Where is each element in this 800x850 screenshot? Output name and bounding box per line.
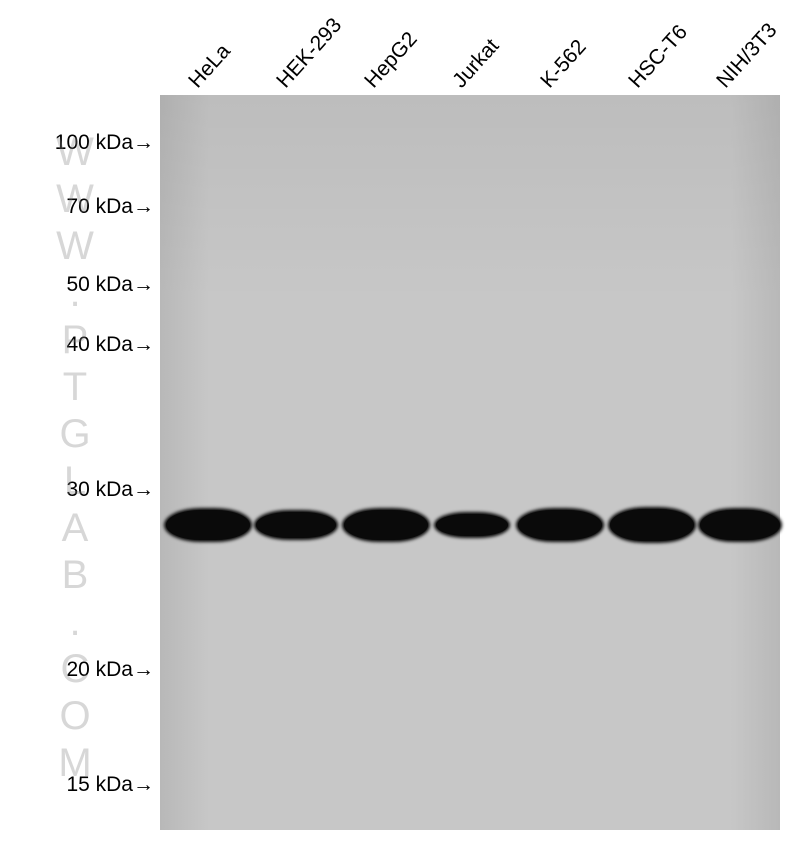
blot-shade — [160, 95, 780, 301]
protein-band — [166, 510, 250, 540]
blot-membrane — [160, 95, 780, 830]
protein-band — [256, 512, 336, 538]
lane-label: K-562 — [536, 35, 591, 93]
protein-band — [518, 510, 602, 540]
lane-labels-row: HeLa HEK-293HepG2 Jurkat K-562 HSC-T6 NIH/3T3 — [160, 0, 780, 95]
lane-label: HepG2 — [360, 27, 422, 93]
lane-label: NIH/3T3 — [712, 19, 782, 93]
lane-label: Jurkat — [448, 34, 504, 93]
lane-label: HeLa — [184, 40, 235, 93]
protein-band — [700, 510, 780, 540]
figure-container: HeLa HEK-293HepG2 Jurkat K-562 HSC-T6 NIH/3T3… — [0, 0, 800, 850]
protein-band — [610, 509, 694, 541]
lane-label: HEK-293 — [272, 14, 347, 93]
protein-band — [344, 510, 428, 540]
watermark-text: WWW.PTGLAB.COM — [52, 130, 97, 788]
lane-label: HSC-T6 — [624, 21, 693, 93]
protein-band — [436, 514, 508, 536]
